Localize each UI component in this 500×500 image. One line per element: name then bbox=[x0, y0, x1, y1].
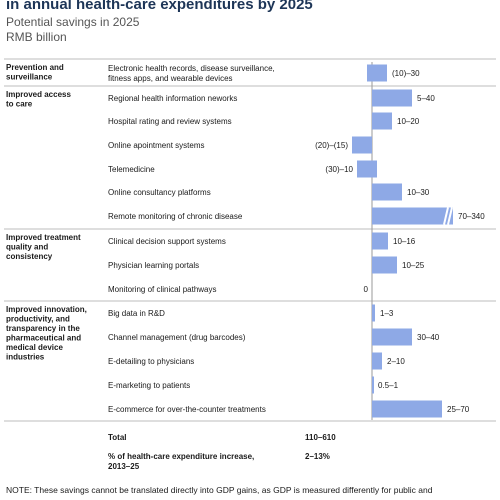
bar-value-label: (30)–10 bbox=[325, 165, 353, 174]
group-label: Prevention and bbox=[6, 63, 64, 72]
group-label: transparency in the bbox=[6, 324, 80, 333]
bar bbox=[372, 183, 402, 201]
bar-break-mark bbox=[443, 207, 449, 225]
bar bbox=[372, 256, 397, 274]
row-label: Telemedicine bbox=[108, 165, 155, 174]
bar bbox=[372, 89, 412, 107]
group-label: Improved treatment bbox=[6, 233, 81, 242]
bar-value-label: (10)–30 bbox=[392, 69, 420, 78]
bar-value-label: 5–40 bbox=[417, 94, 435, 103]
total-label: % of health-care expenditure increase, bbox=[108, 452, 254, 461]
bar-value-label: (20)–(15) bbox=[315, 141, 348, 150]
bar-value-label: 2–10 bbox=[387, 357, 405, 366]
group-label: Improved access bbox=[6, 90, 71, 99]
row-label: Remote monitoring of chronic disease bbox=[108, 212, 243, 221]
group-label: surveillance bbox=[6, 73, 53, 82]
group-label: quality and bbox=[6, 243, 48, 252]
bar-value-label: 0 bbox=[364, 285, 369, 294]
bar bbox=[372, 304, 375, 322]
bar bbox=[372, 328, 412, 346]
bar bbox=[367, 64, 387, 82]
bar-break-mark bbox=[447, 207, 453, 225]
total-label: 2013–25 bbox=[108, 462, 140, 471]
row-label: Regional health information neworks bbox=[108, 94, 237, 103]
bar bbox=[372, 400, 442, 418]
bar bbox=[372, 232, 388, 250]
row-label: fitness apps, and wearable devices bbox=[108, 74, 233, 83]
group-label: consistency bbox=[6, 252, 53, 261]
total-value: 2–13% bbox=[305, 452, 330, 461]
chart-unit-label: RMB billion bbox=[6, 30, 67, 44]
group-label: industries bbox=[6, 353, 45, 362]
row-label: Electronic health records, disease surve… bbox=[108, 64, 275, 73]
row-label: Monitoring of clinical pathways bbox=[108, 285, 217, 294]
bar bbox=[352, 136, 372, 154]
bar-value-label: 0.5–1 bbox=[378, 381, 399, 390]
row-label: Online apointment systems bbox=[108, 141, 205, 150]
bar-value-label: 1–3 bbox=[380, 309, 394, 318]
total-label: Total bbox=[108, 433, 127, 442]
bar bbox=[372, 112, 392, 130]
bar bbox=[372, 207, 453, 225]
row-label: Physician learning portals bbox=[108, 261, 199, 270]
bar bbox=[357, 160, 377, 178]
bar bbox=[372, 376, 374, 394]
row-label: Big data in R&D bbox=[108, 309, 165, 318]
row-label: E-detailing to physicians bbox=[108, 357, 194, 366]
bar-value-label: 10–30 bbox=[407, 188, 430, 197]
bar bbox=[372, 352, 382, 370]
bar-value-label: 25–70 bbox=[447, 405, 470, 414]
bar-value-label: 10–25 bbox=[402, 261, 425, 270]
total-value: 110–610 bbox=[305, 433, 336, 442]
group-label: pharmaceutical and bbox=[6, 334, 81, 343]
group-label: medical device bbox=[6, 343, 63, 352]
row-label: E-commerce for over-the-counter treatmen… bbox=[108, 405, 266, 414]
group-label: productivity, and bbox=[6, 315, 70, 324]
bar-value-label: 10–16 bbox=[393, 237, 416, 246]
chart-subtitle: Potential savings in 2025 bbox=[6, 15, 140, 29]
bar-value-label: 30–40 bbox=[417, 333, 440, 342]
bar-value-label: 10–20 bbox=[397, 117, 420, 126]
group-label: to care bbox=[6, 100, 33, 109]
row-label: Hospital rating and review systems bbox=[108, 117, 232, 126]
bar-value-label: 70–340 bbox=[458, 212, 485, 221]
row-label: E-marketing to patients bbox=[108, 381, 190, 390]
group-label: Improved innovation, bbox=[6, 305, 87, 314]
row-label: Online consultancy platforms bbox=[108, 188, 211, 197]
footnote: NOTE: These savings cannot be translated… bbox=[6, 485, 433, 495]
row-label: Channel management (drug barcodes) bbox=[108, 333, 246, 342]
row-label: Clinical decision support systems bbox=[108, 237, 226, 246]
chart-title: in annual health-care expenditures by 20… bbox=[6, 0, 313, 13]
